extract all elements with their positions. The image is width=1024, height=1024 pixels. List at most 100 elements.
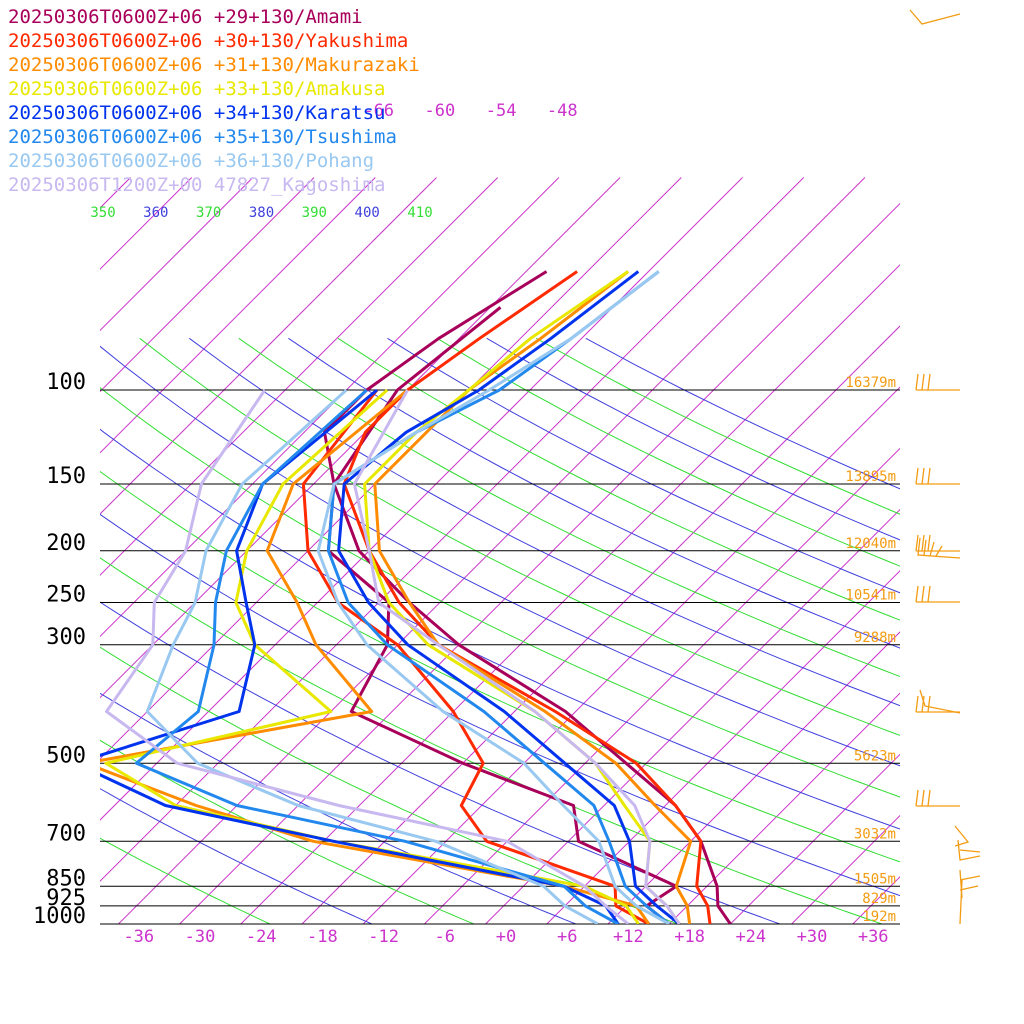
wind-barb [954, 825, 970, 847]
wind-barb [915, 789, 960, 807]
isotherm-line [362, 386, 900, 924]
wind-barb [957, 839, 981, 861]
dry-adiabat-line [100, 692, 578, 924]
isotherm-line [546, 570, 900, 924]
temperature-tick-label: -30 [185, 927, 216, 947]
isotherm-line [423, 447, 900, 924]
pressure-tick-label: 1000 [33, 904, 86, 929]
legend-entry: 20250306T1200Z+00 47827_Kagoshima [8, 174, 386, 196]
isotherm-line [100, 177, 499, 576]
temperature-tick-label: +12 [613, 927, 644, 947]
theta-label: 400 [355, 205, 380, 221]
height-label: 192m [862, 909, 896, 925]
dry-adiabat-line [486, 337, 900, 541]
temperature-tick-label: +30 [797, 927, 828, 947]
legend-entry: 20250306T0600Z+06 +29+130/Amami [8, 6, 363, 28]
dry-adiabat-line [100, 513, 900, 897]
dewpoint-profile-line [104, 388, 640, 924]
temperature-profile-line [337, 270, 681, 924]
height-label: 13895m [845, 469, 896, 485]
isotherm-line [607, 631, 900, 924]
dry-adiabat-line [288, 337, 900, 649]
legend-entry: 20250306T0600Z+06 +34+130/Karatsu [8, 102, 386, 124]
wind-barb [915, 467, 960, 485]
upper-temperature-label: -66 [363, 101, 394, 121]
upper-temperature-label: -54 [486, 101, 517, 121]
pressure-tick-label: 850 [46, 866, 86, 891]
pressure-tick-label: 300 [46, 625, 86, 650]
dewpoint-profile-line [301, 389, 650, 924]
theta-label: 390 [302, 205, 327, 221]
wind-barbs [909, 9, 981, 925]
isotherm-line [100, 177, 254, 332]
pressure-tick-label: 200 [46, 531, 86, 556]
legend-entry: 20250306T0600Z+06 +36+130/Pohang [8, 150, 374, 172]
temperature-tick-label: -36 [123, 927, 154, 947]
height-label: 1505m [854, 871, 896, 887]
temperature-tick-label: +0 [496, 927, 516, 947]
pressure-tick-label: 500 [46, 743, 86, 768]
height-label: 9288m [854, 630, 896, 646]
temperature-tick-label: -18 [307, 927, 338, 947]
dewpoint-profile-line [100, 388, 651, 924]
isotherm-line [100, 177, 805, 882]
theta-label: 380 [249, 205, 274, 221]
height-label: 5623m [854, 748, 896, 764]
isotherm-line [100, 177, 437, 515]
legend-entry: 20250306T0600Z+06 +33+130/Amakusa [8, 78, 386, 100]
dewpoint-profile-line [145, 388, 599, 924]
dry-adiabat-line [100, 837, 272, 924]
dry-adiabat-line [100, 386, 900, 798]
wind-barb [915, 373, 960, 391]
legend: 20250306T0600Z+06 +29+130/Amami20250306T… [8, 6, 420, 196]
dry-adiabat-line [100, 557, 884, 924]
dry-adiabat-line [189, 337, 900, 707]
wind-barb [919, 689, 961, 714]
temperature-tick-label: -24 [246, 927, 277, 947]
pressure-tick-label: 250 [46, 582, 86, 607]
pressure-tick-label: 150 [46, 464, 86, 489]
theta-label: 410 [407, 205, 432, 221]
dry-adiabat-line [100, 428, 900, 830]
temperature-tick-label: -6 [435, 927, 455, 947]
wind-barb [959, 879, 963, 925]
upper-temperature-label: -60 [425, 101, 456, 121]
height-label: 16379m [845, 375, 896, 391]
wind-barb [959, 869, 981, 899]
isotherm-line [100, 177, 682, 760]
dry-adiabat-line [238, 337, 900, 678]
temperature-tick-label: +24 [735, 927, 766, 947]
wind-barb [915, 585, 960, 603]
dry-adiabat-line [139, 337, 900, 736]
height-label: 829m [862, 891, 896, 907]
dewpoint-profile-line [134, 388, 619, 924]
temperature-tick-label: +36 [858, 927, 889, 947]
theta-label: 360 [143, 205, 168, 221]
theta-label: 370 [196, 205, 221, 221]
temperature-tick-label: -12 [368, 927, 399, 947]
dry-adiabat-line [100, 788, 374, 924]
legend-entry: 20250306T0600Z+06 +31+130/Makurazaki [8, 54, 420, 76]
theta-label: 350 [90, 205, 115, 221]
dry-adiabat-line [100, 601, 782, 924]
isotherm-line [790, 814, 900, 924]
dry-adiabat-line [387, 337, 900, 594]
legend-entry: 20250306T0600Z+06 +30+130/Yakushima [8, 30, 408, 52]
sounding-series [100, 270, 732, 924]
temperature-profile-line [326, 270, 671, 924]
pressure-tick-label: 100 [46, 370, 86, 395]
wind-barb [909, 9, 961, 25]
dry-adiabat-lines [100, 337, 900, 924]
temperature-tick-label: +6 [557, 927, 577, 947]
temperature-profile-line [316, 270, 670, 924]
dry-adiabat-line [337, 337, 900, 621]
isobar-lines [100, 389, 900, 925]
height-label: 12040m [845, 536, 896, 552]
wind-barb [917, 537, 961, 559]
legend-entry: 20250306T0600Z+06 +35+130/Tsushima [8, 126, 397, 148]
isotherm-line [484, 508, 900, 924]
wind-barb [915, 534, 960, 552]
dry-adiabat-line [100, 345, 900, 767]
